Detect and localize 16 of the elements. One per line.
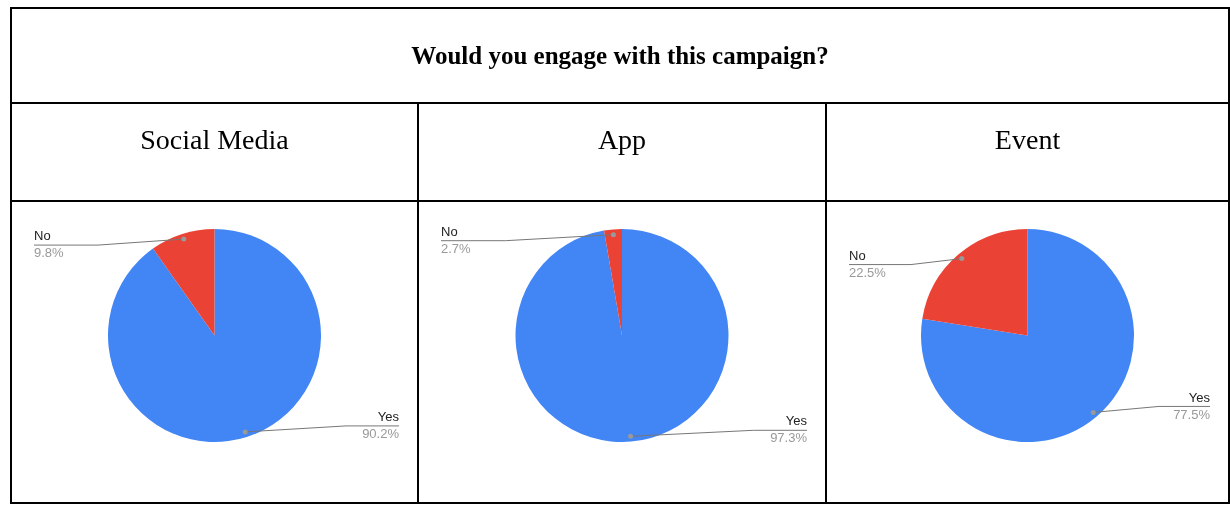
chart-title: Social Media <box>12 104 417 202</box>
chart-title: App <box>419 104 825 202</box>
text: Would you engage with this campaign? <box>12 9 1228 104</box>
data-label: 77.5% <box>1173 406 1211 422</box>
slice-label: Yes <box>377 409 400 424</box>
data-label: 90.2% <box>362 426 400 441</box>
data-label: 9.8% <box>34 245 65 261</box>
slice-label: No <box>441 223 458 239</box>
slice-label: Yes <box>785 413 808 429</box>
data-label: 2.7% <box>441 240 472 256</box>
data-label: 22.5% <box>849 264 887 280</box>
slice-label: No <box>849 247 866 263</box>
data-label: 97.3% <box>770 430 808 446</box>
slice-label: Yes <box>1188 389 1211 405</box>
slice-label: No <box>34 228 51 244</box>
chart-title: Event <box>827 104 1228 202</box>
